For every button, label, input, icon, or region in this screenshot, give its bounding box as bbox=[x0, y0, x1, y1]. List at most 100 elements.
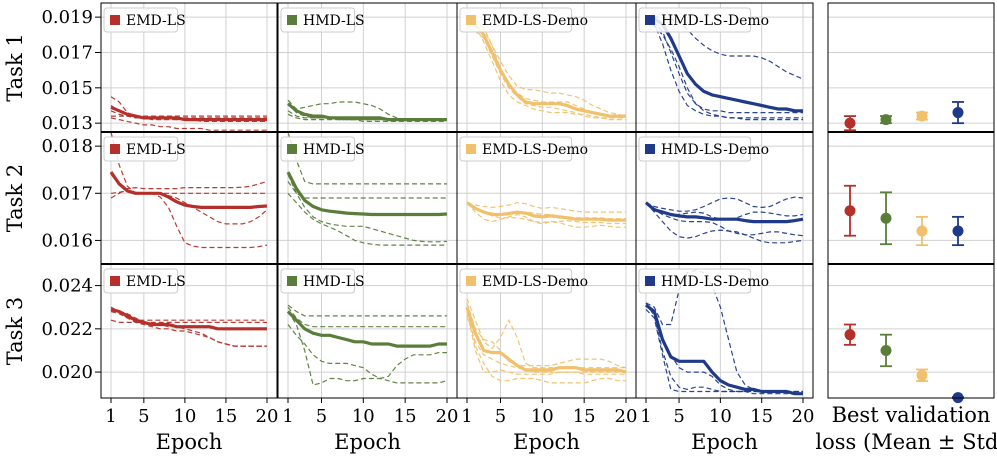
legend-swatch bbox=[110, 15, 120, 25]
panel-HMD-LS-task-2 bbox=[286, 132, 448, 246]
run-line bbox=[287, 113, 447, 123]
x-tick-label: 20 bbox=[436, 406, 459, 427]
legend-box bbox=[103, 136, 179, 162]
axes-frames bbox=[100, 2, 995, 399]
mean-line bbox=[466, 201, 626, 222]
x-tick-label: 5 bbox=[673, 406, 684, 427]
legend: HMD-LS-Demo bbox=[638, 136, 769, 162]
mean-marker bbox=[844, 329, 856, 341]
run-line bbox=[287, 306, 447, 328]
x-tick-label: 15 bbox=[750, 406, 773, 427]
y-tick-label: 0.020 bbox=[41, 362, 93, 383]
run-line bbox=[110, 117, 267, 131]
x-tick-label: 10 bbox=[531, 406, 554, 427]
panel-HMD-LS-task-3 bbox=[286, 304, 448, 386]
x-axis-label: Epoch bbox=[334, 430, 401, 454]
x-tick-label: 15 bbox=[214, 406, 237, 427]
mean-line bbox=[110, 307, 267, 331]
legend-box bbox=[459, 136, 573, 162]
mean-line bbox=[286, 171, 448, 217]
legend-swatch bbox=[287, 144, 297, 154]
legend-label: EMD-LS-Demo bbox=[482, 142, 588, 158]
x-tick-label: 20 bbox=[615, 406, 638, 427]
run-line bbox=[466, 315, 626, 373]
x-axis-label: Epoch bbox=[513, 430, 580, 454]
mean-line bbox=[645, 303, 803, 396]
legend: EMD-LS bbox=[103, 136, 186, 162]
panel-EMD-LS-task-3 bbox=[110, 306, 267, 347]
panel-EMD-LS-Demo-task-3 bbox=[465, 298, 627, 384]
legend-swatch bbox=[466, 144, 476, 154]
legend: HMD-LS-Demo bbox=[638, 7, 769, 33]
run-line bbox=[110, 190, 268, 249]
legend-label: EMD-LS bbox=[126, 142, 186, 158]
legend-swatch bbox=[466, 15, 476, 25]
run-line bbox=[645, 18, 803, 114]
legend-box bbox=[638, 7, 752, 33]
legend-box bbox=[638, 136, 752, 162]
y-tick-label: 0.017 bbox=[41, 42, 93, 63]
mean-marker bbox=[880, 212, 892, 224]
summary-axis-label: Best validation bbox=[832, 403, 991, 427]
legend-swatch bbox=[645, 276, 655, 286]
x-axis-label: Epoch bbox=[156, 430, 223, 454]
legend-label: EMD-LS-Demo bbox=[482, 274, 588, 290]
legend-label: HMD-LS-Demo bbox=[661, 142, 769, 158]
x-tick-label: 15 bbox=[573, 406, 596, 427]
panel-EMD-LS-Demo-task-1 bbox=[466, 7, 627, 121]
legend-label: EMD-LS bbox=[126, 13, 186, 29]
x-tick-label: 1 bbox=[461, 406, 472, 427]
run-line bbox=[645, 302, 803, 393]
x-tick-label: 10 bbox=[173, 406, 196, 427]
run-line bbox=[110, 306, 267, 321]
mean-line bbox=[286, 310, 447, 348]
task-label-1: Task 1 bbox=[3, 33, 27, 101]
panel-HMD-LS-Demo-task-2 bbox=[644, 196, 804, 244]
legend: HMD-LS-Demo bbox=[638, 268, 769, 294]
run-line bbox=[645, 308, 803, 393]
x-tick-label: 1 bbox=[105, 406, 116, 427]
run-line bbox=[466, 202, 626, 228]
x-tick-label: 20 bbox=[792, 406, 815, 427]
mean-marker bbox=[952, 107, 964, 119]
legend: EMD-LS-Demo bbox=[459, 7, 588, 33]
panel-HMD-LS-Demo-task-3 bbox=[645, 269, 803, 396]
run-line bbox=[466, 298, 626, 369]
task-label-2: Task 2 bbox=[3, 164, 27, 232]
gridlines bbox=[101, 3, 994, 398]
mean-line bbox=[645, 15, 803, 113]
legend: EMD-LS-Demo bbox=[459, 136, 588, 162]
legend-label: HMD-LS bbox=[303, 274, 365, 290]
run-line bbox=[645, 269, 803, 395]
mean-marker bbox=[916, 225, 928, 237]
run-line bbox=[645, 20, 803, 121]
mean-marker bbox=[880, 114, 892, 126]
legend-swatch bbox=[287, 276, 297, 286]
legend-box bbox=[280, 268, 356, 294]
run-line bbox=[466, 21, 626, 119]
mean-line bbox=[465, 306, 627, 374]
legend-box bbox=[103, 7, 179, 33]
legend-label: HMD-LS-Demo bbox=[661, 274, 769, 290]
run-line bbox=[645, 202, 804, 237]
x-tick-label: 10 bbox=[352, 406, 375, 427]
mean-line bbox=[286, 102, 447, 122]
panel-EMD-LS-Demo-task-2 bbox=[466, 201, 626, 228]
summary-panel-task-3 bbox=[844, 323, 964, 404]
run-line bbox=[110, 174, 268, 225]
mean-line bbox=[466, 19, 626, 118]
mean-marker bbox=[916, 369, 928, 381]
summary-frame bbox=[827, 131, 995, 265]
y-tick-label: 0.017 bbox=[41, 183, 93, 204]
legend-box bbox=[103, 268, 179, 294]
x-tick-label: 20 bbox=[256, 406, 279, 427]
legend: HMD-LS bbox=[280, 268, 365, 294]
x-tick-label: 1 bbox=[282, 406, 293, 427]
legend-swatch bbox=[466, 276, 476, 286]
mean-marker bbox=[844, 205, 856, 217]
run-line bbox=[287, 311, 448, 386]
legend-label: HMD-LS-Demo bbox=[661, 13, 769, 29]
y-tick-label: 0.013 bbox=[41, 113, 93, 134]
mean-line bbox=[109, 171, 268, 209]
run-line bbox=[466, 202, 626, 225]
